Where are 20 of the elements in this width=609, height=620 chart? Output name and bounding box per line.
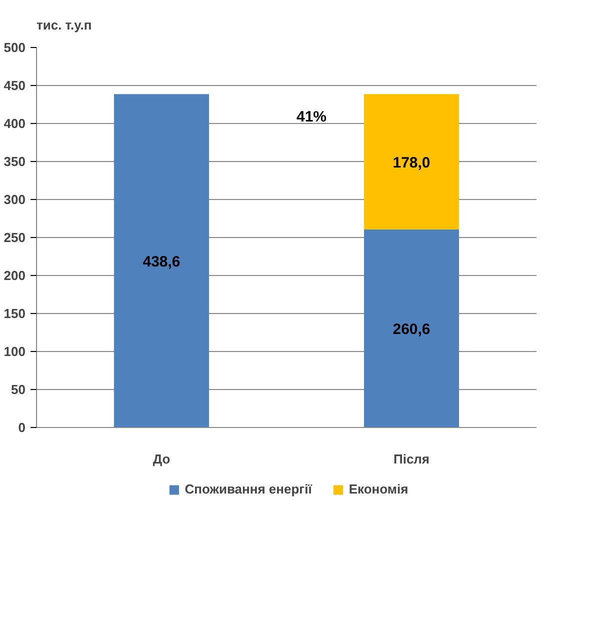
y-tick-label: 400 (4, 116, 26, 131)
annotation: 41% (296, 108, 327, 126)
y-tick-label: 450 (4, 78, 26, 93)
data-label: 260,6 (392, 320, 430, 338)
data-label: 438,6 (142, 253, 180, 270)
y-tick-label: 300 (4, 192, 26, 207)
y-tick-label: 0 (18, 420, 26, 435)
y-tick-label: 500 (4, 40, 26, 55)
y-tick-label: 250 (4, 230, 26, 245)
y-tick-label: 50 (11, 382, 26, 397)
y-axis-title: тис. т.у.п (36, 18, 92, 32)
y-tick-label: 350 (4, 154, 26, 169)
legend-label: Споживання енергії (184, 482, 312, 496)
x-tick-label: Після (393, 452, 430, 466)
data-label: 178,0 (392, 154, 430, 172)
x-tick-label: До (152, 452, 170, 466)
y-tick-label: 200 (4, 268, 26, 283)
legend-label: Економія (348, 482, 408, 496)
y-tick-label: 100 (4, 344, 26, 359)
y-tick-label: 150 (4, 306, 26, 321)
